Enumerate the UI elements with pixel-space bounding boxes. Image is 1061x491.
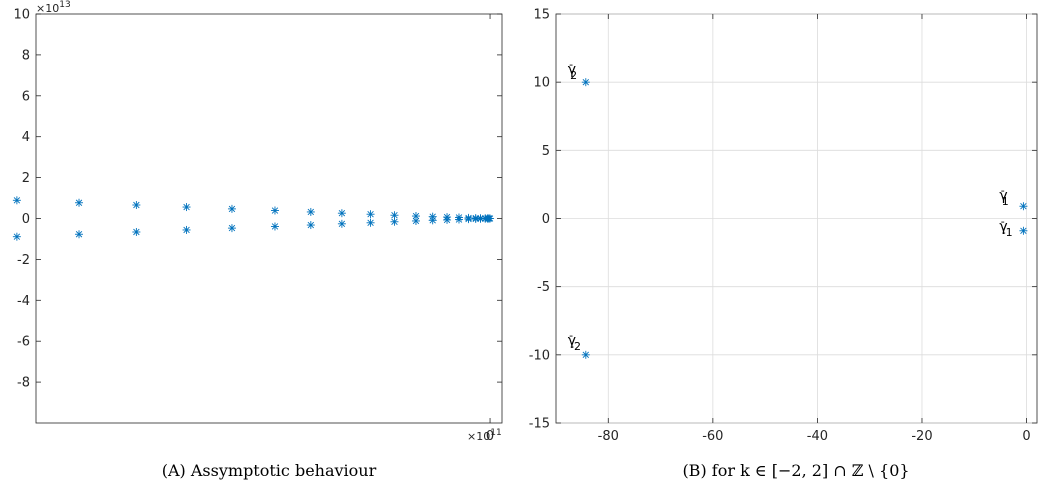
chart-a-point-1-39 xyxy=(464,215,473,224)
chart-b-grid xyxy=(556,13,1037,424)
chart-b-y-tick-label-6: 15 xyxy=(533,8,550,23)
chart-b-marks xyxy=(581,78,1028,359)
chart-b-y-tick-label-3: 0 xyxy=(542,212,550,227)
chart-b-y-tick-label-4: 5 xyxy=(542,144,550,159)
chart-b-x-tick-label-2: -40 xyxy=(807,429,828,444)
chart-a-y-tick-label-7: 6 xyxy=(22,89,30,104)
chart-a-point-1-36 xyxy=(428,216,437,225)
chart-a-point-1-38 xyxy=(454,215,463,224)
chart-a-point-1-28 xyxy=(182,225,191,234)
chart-b-x-tick-label-4: 0 xyxy=(1022,429,1030,444)
chart-a-y-tick-label-1: -6 xyxy=(17,335,30,350)
chart-a-point-1-35 xyxy=(411,216,420,225)
chart-b-point-0-3 xyxy=(1019,226,1028,235)
chart-a-point-1-44 xyxy=(484,214,493,223)
chart-a-point-1-31 xyxy=(306,221,315,230)
chart-b-point-0-0 xyxy=(581,78,590,87)
chart-a-point-1-27 xyxy=(132,227,141,236)
chart-a-x-tick-label-3: 0 xyxy=(486,429,494,444)
chart-a-y-tick-label-6: 4 xyxy=(22,130,30,145)
chart-a-point-0-29 xyxy=(227,204,236,213)
chart-a-caption: (A) Assymptotic behaviour xyxy=(162,461,377,480)
chart-a-y-tick-label-4: 0 xyxy=(22,212,30,227)
chart-a-point-0-33 xyxy=(366,210,375,219)
chart-a-y-tick-label-9: 10 xyxy=(13,8,30,23)
chart-b-y-tick-label-2: -5 xyxy=(537,280,550,295)
chart-b-y-tick-label-0: -15 xyxy=(529,417,550,432)
chart-b-annotation-1: γ--2 xyxy=(568,329,581,353)
chart-a-y-tick-label-2: -4 xyxy=(17,294,30,309)
chart-a-point-1-41 xyxy=(476,214,485,223)
chart-a-point-1-34 xyxy=(390,217,399,226)
chart-b-point-0-1 xyxy=(581,350,590,359)
chart-a-x-multiplier: ×1011 xyxy=(467,428,502,443)
chart-a-marks xyxy=(12,196,495,241)
chart-b-annotation-3: γ--1 xyxy=(999,215,1012,239)
chart-a-point-1-30 xyxy=(270,222,279,231)
chart-a-point-0-25 xyxy=(12,196,21,205)
chart-a-y-tick-label-8: 8 xyxy=(22,48,30,63)
chart-a-point-1-25 xyxy=(12,232,21,241)
chart-a-point-1-33 xyxy=(366,218,375,227)
chart-a-point-1-32 xyxy=(337,219,346,228)
chart-a-point-1-29 xyxy=(227,224,236,233)
chart-a-y-tick-label-5: 2 xyxy=(22,171,30,186)
chart-a-y-multiplier: ×1013 xyxy=(36,0,71,15)
chart-a-point-0-27 xyxy=(132,201,141,210)
chart-a-point-0-31 xyxy=(306,207,315,216)
chart-b-x-tick-label-1: -60 xyxy=(702,429,723,444)
chart-a-point-0-28 xyxy=(182,203,191,212)
chart-a-plot-area xyxy=(35,13,503,424)
chart-a-y-tick-label-3: -2 xyxy=(17,253,30,268)
chart-a-point-1-37 xyxy=(443,215,452,224)
chart-b-annotation-0: γ-2 xyxy=(568,58,577,82)
chart-a-point-0-26 xyxy=(75,198,84,207)
chart-b-ticks: -80 -60 -40 -20 0 -15 -10 -5 0 5 10 15 xyxy=(529,8,1037,444)
chart-a-y-tick-label-0: -8 xyxy=(17,376,30,391)
chart-a-point-0-30 xyxy=(270,206,279,215)
chart-b-annotations: γ-2 γ--2 γ-1 γ--1 xyxy=(568,58,1013,353)
chart-b-x-tick-label-3: -20 xyxy=(911,429,932,444)
chart-a-point-0-32 xyxy=(337,209,346,218)
chart-b-x-tick-label-0: -80 xyxy=(598,429,619,444)
chart-a-point-1-26 xyxy=(75,230,84,239)
chart-a-point-0-35 xyxy=(411,212,420,221)
chart-b-point-0-2 xyxy=(1019,202,1028,211)
chart-b-caption: (B) for k ∈ [−2, 2] ∩ ℤ \ {0} xyxy=(682,461,909,480)
chart-b-annotation-2: γ-1 xyxy=(999,184,1008,208)
chart-b-y-tick-label-5: 10 xyxy=(533,76,550,91)
chart-b-y-tick-label-1: -10 xyxy=(529,348,550,363)
